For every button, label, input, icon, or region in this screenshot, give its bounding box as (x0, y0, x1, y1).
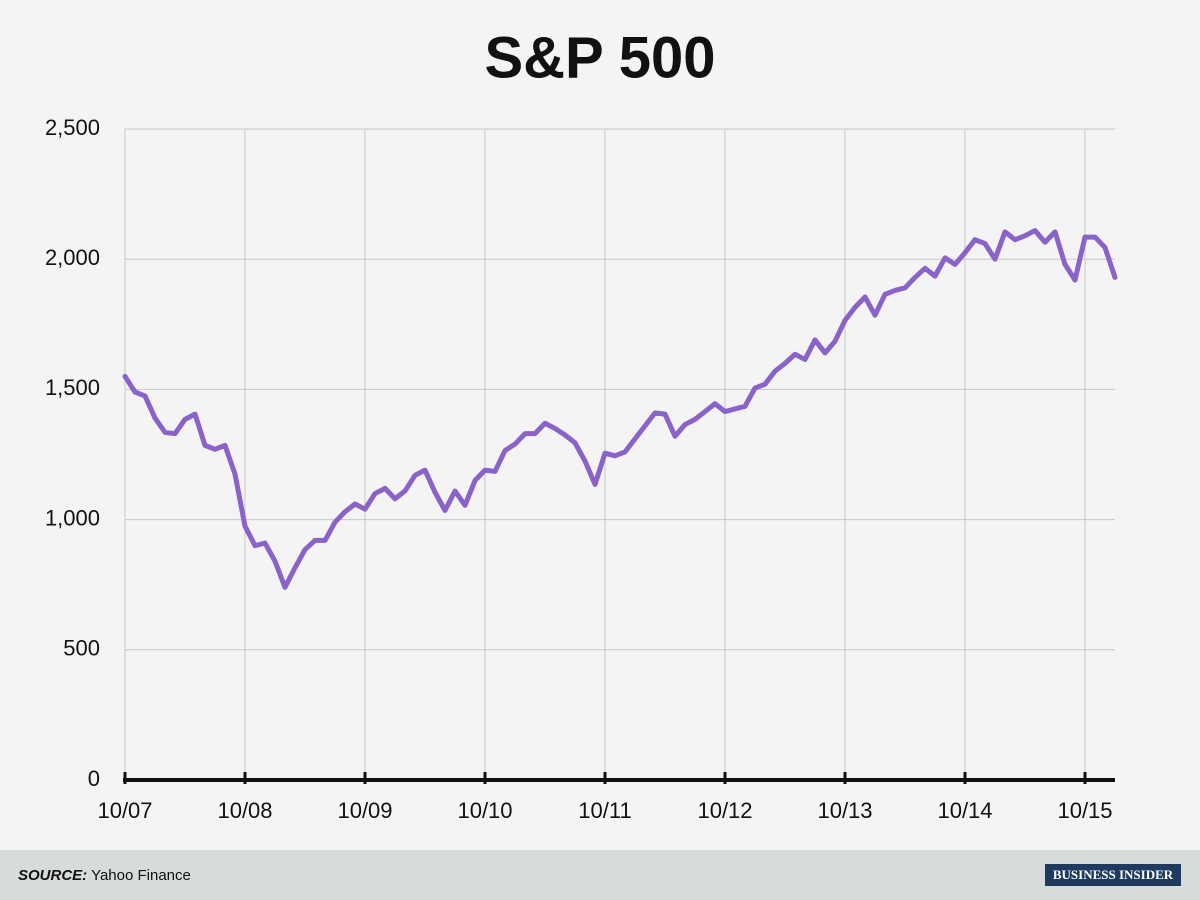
logo-box (1045, 864, 1181, 886)
footer-band (0, 850, 1200, 900)
y-tick-label: 0 (88, 766, 100, 791)
logo: BUSINESS INSIDER (1053, 867, 1174, 882)
y-tick-label: 1,000 (45, 505, 100, 530)
x-tick-label: 10/07 (97, 798, 152, 823)
source-label: SOURCE: (18, 867, 87, 884)
source-name: Yahoo Finance (91, 867, 191, 884)
y-tick-label: 500 (63, 636, 100, 661)
x-tick-label: 10/15 (1057, 798, 1112, 823)
y-tick-label: 2,000 (45, 245, 100, 270)
source: SOURCE: Yahoo Finance (18, 867, 191, 884)
x-tick-label: 10/12 (697, 798, 752, 823)
line (122, 228, 1118, 590)
x-tick-label: 10/13 (817, 798, 872, 823)
x-tick-label: 10/10 (457, 798, 512, 823)
x-tick-label: 10/11 (578, 798, 631, 823)
y-tick-label: 2,500 (45, 115, 100, 140)
chart-title: S&P 500 (484, 25, 715, 90)
y-tick-label: 1,500 (45, 375, 100, 400)
x-tick-label: 10/09 (337, 798, 392, 823)
x-tick-label: 10/14 (937, 798, 992, 823)
x-tick-label: 10/08 (217, 798, 272, 823)
